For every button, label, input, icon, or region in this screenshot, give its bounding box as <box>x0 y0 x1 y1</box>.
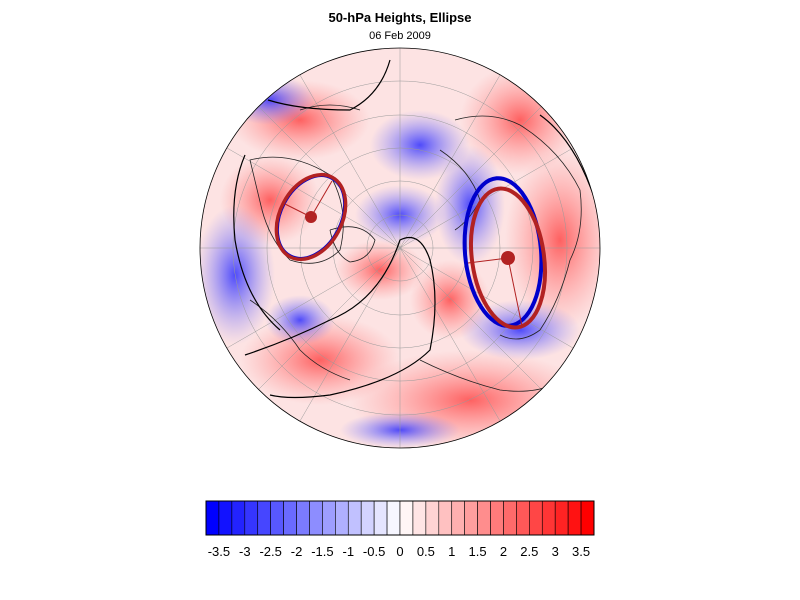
colorbar-cell <box>283 500 297 536</box>
colorbar-tick-label: -1 <box>342 544 354 559</box>
colorbar-cell <box>244 500 259 536</box>
colorbar-cell <box>464 500 478 536</box>
graticule <box>200 48 600 448</box>
colorbar-tick-label: -3.5 <box>208 544 230 559</box>
colorbar-cell <box>231 500 246 536</box>
colorbar-cell <box>296 500 310 536</box>
colorbar-cell <box>335 500 349 536</box>
colorbar-cell <box>399 500 414 536</box>
colorbar-cell <box>425 500 440 536</box>
colorbar-cell <box>554 500 569 536</box>
colorbar-cell <box>438 500 453 536</box>
colorbar-tick-label: 2.5 <box>520 544 538 559</box>
colorbar-cell <box>347 500 362 536</box>
colorbar-cell <box>516 500 530 536</box>
colorbar-cell <box>580 500 595 536</box>
globe-outline <box>199 47 601 449</box>
colorbar-cell <box>309 500 323 536</box>
colorbar-tick-label: -1.5 <box>311 544 333 559</box>
colorbar-cell <box>503 500 517 536</box>
colorbar-cell <box>490 500 504 536</box>
ellipse-right <box>462 176 547 330</box>
colorbar-tick-label: 3.5 <box>572 544 590 559</box>
colorbar-cell <box>412 500 427 536</box>
colorbar-tick-label: -0.5 <box>363 544 385 559</box>
colorbar-tick-label: -2 <box>291 544 303 559</box>
colorbar-cell <box>322 500 336 536</box>
colorbar-tick-label: 3 <box>552 544 559 559</box>
colorbar-tick-label: 1.5 <box>469 544 487 559</box>
colorbar-tick-label: 1 <box>448 544 455 559</box>
colorbar-cell <box>218 500 233 536</box>
colorbar-tick-label: -2.5 <box>259 544 281 559</box>
colorbar-cell <box>257 500 271 536</box>
colorbar-cell <box>529 500 543 536</box>
ellipse-left-center <box>305 211 317 223</box>
ellipse-right-center <box>501 251 515 265</box>
anomaly-field <box>200 48 600 448</box>
ellipse-left <box>274 172 348 262</box>
chart-title: 50-hPa Heights, Ellipse <box>328 10 472 25</box>
colorbar-cells <box>205 500 595 536</box>
colorbar-cell <box>451 500 465 536</box>
colorbar-cell <box>270 500 284 536</box>
chart-subtitle: 06 Feb 2009 <box>369 30 431 42</box>
colorbar-cell <box>477 500 491 536</box>
colorbar-tick-label: 0.5 <box>417 544 435 559</box>
colorbar-tick-labels: -3.5 -3 -2.5 -2 -1.5 -1 -0.5 0 0.5 1 1.5 2 2.5 3 3.5 <box>208 544 590 559</box>
colorbar-frame <box>205 500 595 536</box>
colorbar-cell <box>373 500 388 536</box>
colorbar-tick-label: 2 <box>500 544 507 559</box>
colorbar-cell <box>386 500 401 536</box>
colorbar-cell <box>541 500 556 536</box>
height-contours <box>233 59 596 399</box>
colorbar-tick-label: 0 <box>396 544 403 559</box>
colorbar-tick-label: -3 <box>239 544 251 559</box>
colorbar-cell <box>567 500 582 536</box>
colorbar-cell <box>205 500 220 536</box>
colorbar-cell <box>360 500 375 536</box>
